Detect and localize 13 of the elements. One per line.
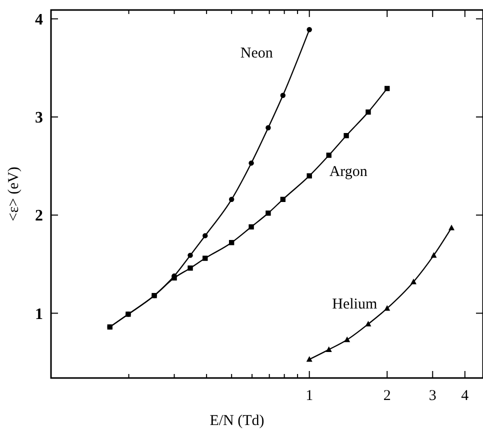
- series-label: Neon: [240, 45, 274, 62]
- series-label: Helium: [332, 296, 378, 312]
- x-tick-label: 2: [383, 388, 391, 404]
- y-tick-label: 2: [35, 208, 43, 225]
- y-tick-label: 4: [35, 11, 43, 28]
- x-tick-label: 3: [428, 388, 436, 404]
- x-axis-title: E/N (Td): [210, 413, 264, 429]
- y-axis-title: <ε> (eV): [6, 166, 22, 222]
- series-label: Argon: [329, 164, 368, 180]
- x-tick-label: 4: [461, 388, 470, 404]
- x-tick-label: 1: [306, 388, 314, 404]
- y-tick-label: 3: [35, 110, 43, 127]
- y-tick-label: 1: [35, 306, 43, 323]
